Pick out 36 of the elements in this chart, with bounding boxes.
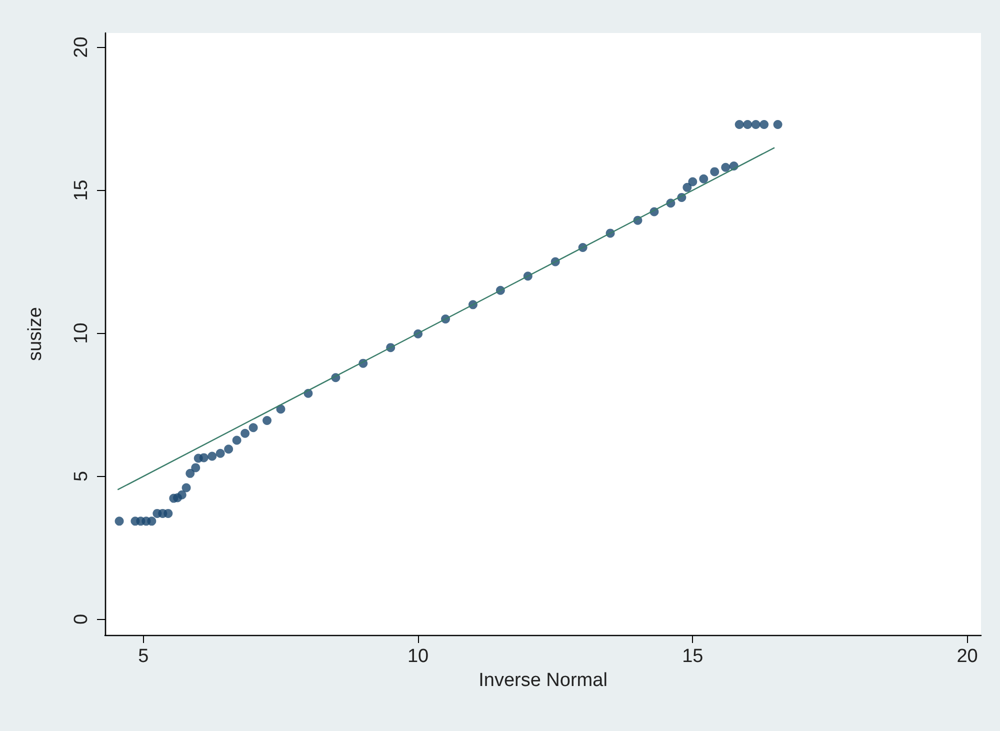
y-tick-label: 15 bbox=[71, 180, 92, 201]
point bbox=[199, 453, 208, 462]
x-tick-label: 20 bbox=[956, 646, 978, 667]
point bbox=[232, 436, 242, 445]
point bbox=[743, 120, 752, 130]
point bbox=[177, 490, 186, 500]
point bbox=[164, 508, 173, 518]
point bbox=[248, 423, 258, 432]
point bbox=[208, 452, 217, 461]
point bbox=[262, 416, 272, 426]
point bbox=[760, 120, 769, 130]
y-tick-label: 20 bbox=[71, 36, 92, 58]
y-axis-title: susize bbox=[25, 307, 46, 361]
point bbox=[688, 177, 698, 186]
point bbox=[182, 483, 191, 492]
point bbox=[216, 448, 225, 458]
x-tick-label: 10 bbox=[407, 646, 429, 667]
point bbox=[240, 428, 250, 438]
point bbox=[682, 182, 692, 192]
x-tick-label: 5 bbox=[138, 646, 149, 667]
point bbox=[147, 516, 156, 526]
point bbox=[721, 162, 730, 172]
point bbox=[224, 444, 234, 454]
y-tick-label: 0 bbox=[71, 614, 92, 625]
point bbox=[751, 120, 760, 130]
point bbox=[773, 120, 782, 130]
point bbox=[191, 463, 200, 472]
y-tick-label: 5 bbox=[71, 470, 92, 482]
point bbox=[114, 516, 124, 526]
point bbox=[734, 120, 744, 130]
x-axis-title: Inverse Normal bbox=[478, 670, 608, 691]
point bbox=[710, 167, 720, 176]
point bbox=[699, 174, 708, 184]
x-tick-label: 15 bbox=[682, 646, 704, 667]
point bbox=[186, 468, 195, 478]
y-tick-label: 10 bbox=[71, 322, 92, 344]
